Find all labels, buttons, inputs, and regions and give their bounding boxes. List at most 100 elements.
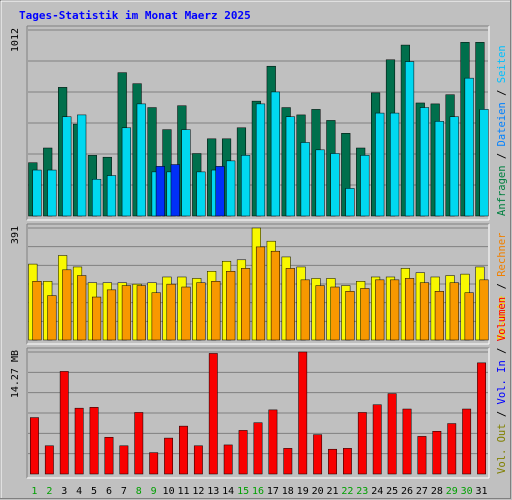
bar-rechner-day-7 [121, 285, 131, 341]
bar-volumen-day-13 [208, 353, 218, 475]
bar-volumen-day-15 [238, 430, 248, 475]
legend-item: Volumen [496, 297, 508, 341]
bar-volumen-day-11 [179, 425, 188, 475]
bar-rechner-day-8 [136, 285, 146, 341]
bar-dateien-day-31 [479, 109, 489, 217]
day-labels: 1 2 3 4 5 6 7 8 9 10 11 12 13 14 15 16 17 18 19 20 21 22 23 24 2… [31, 486, 487, 497]
panel-max-label: 14.27 MB [10, 350, 21, 398]
day-label: 20 [312, 486, 324, 497]
bar-dateien-day-27 [419, 107, 430, 217]
bar-volumen-day-24 [372, 404, 382, 475]
legend-item: Rechner [496, 233, 508, 277]
day-label: 31 [476, 486, 488, 497]
panel-visits: 391 Besuche / Rechner [10, 223, 508, 345]
legend-item: Vol. Out [496, 423, 508, 474]
day-label: 4 [76, 486, 82, 497]
bar-dateien-day-28 [434, 121, 444, 217]
bar-dateien-day-17 [270, 91, 280, 217]
bar-volumen-day-8 [134, 412, 144, 475]
legend-separator: / [496, 404, 508, 423]
bar-volumen-day-12 [193, 445, 203, 475]
panel-legend: Anfragen / Dateien / Seiten [496, 45, 508, 216]
bar-dateien-day-1 [32, 169, 42, 217]
bar-volumen-day-5 [89, 407, 99, 475]
day-label: 23 [356, 486, 368, 497]
bar-seiten-day-13 [215, 166, 225, 217]
day-label: 8 [136, 486, 142, 497]
bar-dateien-day-7 [121, 127, 131, 217]
bar-volumen-day-21 [328, 448, 337, 475]
legend-separator: / [496, 341, 508, 360]
day-label: 12 [192, 486, 204, 497]
bar-rechner-day-4 [77, 275, 87, 341]
bar-rechner-day-12 [196, 282, 206, 341]
panel-max-label: 1012 [10, 28, 21, 52]
bar-dateien-day-6 [106, 175, 117, 217]
bar-volumen-day-9 [149, 452, 159, 475]
legend-item: Anfragen [496, 165, 508, 216]
day-label: 17 [267, 486, 279, 497]
bar-rechner-day-31 [479, 279, 489, 341]
bar-rechner-day-9 [151, 292, 161, 341]
bar-volumen-day-29 [447, 423, 457, 475]
bar-rechner-day-21 [330, 286, 340, 341]
day-label: 26 [401, 486, 413, 497]
day-label: 22 [341, 486, 353, 497]
day-label: 30 [461, 486, 473, 497]
bar-dateien-day-4 [77, 114, 87, 217]
day-label: 14 [222, 486, 234, 497]
bar-volumen-day-19 [298, 351, 308, 475]
bar-rechner-day-3 [62, 269, 72, 341]
bar-volumen-day-1 [30, 417, 39, 475]
panel-legend: Besuche / Rechner [496, 233, 508, 341]
bar-seiten-day-9 [155, 166, 165, 217]
day-label: 13 [207, 486, 219, 497]
bar-dateien-day-24 [375, 112, 385, 217]
panel-hits: 1012 Anfragen / Dateien / Seiten [10, 25, 508, 221]
day-label: 19 [297, 486, 309, 497]
day-label: 21 [326, 486, 338, 497]
bar-rechner-day-30 [464, 292, 474, 341]
legend-separator: / [496, 277, 508, 296]
bar-dateien-day-8 [136, 103, 146, 217]
day-label: 1 [31, 486, 37, 497]
bar-rechner-day-26 [404, 278, 415, 341]
bar-dateien-day-16 [255, 103, 266, 217]
day-label: 6 [106, 486, 112, 497]
legend-separator: / [496, 146, 508, 165]
day-label: 3 [61, 486, 67, 497]
bar-rechner-day-19 [300, 279, 310, 341]
bar-rechner-day-24 [375, 279, 385, 341]
bar-rechner-day-6 [106, 289, 117, 341]
bar-dateien-day-11 [181, 129, 191, 217]
bar-rechner-day-18 [285, 268, 295, 341]
bar-volumen-day-16 [253, 422, 263, 475]
legend-item: Dateien [496, 102, 508, 146]
bar-dateien-day-12 [196, 171, 206, 217]
bar-rechner-day-20 [315, 285, 325, 341]
day-label: 16 [252, 486, 264, 497]
day-label: 5 [91, 486, 97, 497]
day-label: 25 [386, 486, 398, 497]
bar-dateien-day-21 [330, 153, 340, 217]
day-label: 24 [371, 486, 383, 497]
bar-volumen-day-10 [164, 437, 174, 475]
day-label: 7 [121, 486, 127, 497]
bar-dateien-day-5 [92, 178, 102, 217]
bar-volumen-day-7 [119, 445, 129, 475]
legend-separator: / [496, 83, 508, 102]
legend-item: Seiten [496, 45, 508, 83]
bar-volumen-day-18 [283, 448, 293, 475]
bar-volumen-day-2 [44, 445, 54, 475]
bar-dateien-day-22 [345, 188, 355, 217]
bar-rechner-day-23 [360, 288, 370, 341]
bar-volumen-day-31 [477, 362, 486, 475]
bar-dateien-day-15 [241, 155, 251, 217]
bar-volumen-day-14 [223, 444, 233, 475]
bar-seiten-day-10 [170, 164, 180, 217]
bar-rechner-day-25 [390, 279, 400, 341]
day-label: 27 [416, 486, 428, 497]
day-label: 15 [237, 486, 249, 497]
bar-volumen-day-27 [417, 436, 427, 475]
bar-rechner-day-16 [255, 246, 266, 341]
